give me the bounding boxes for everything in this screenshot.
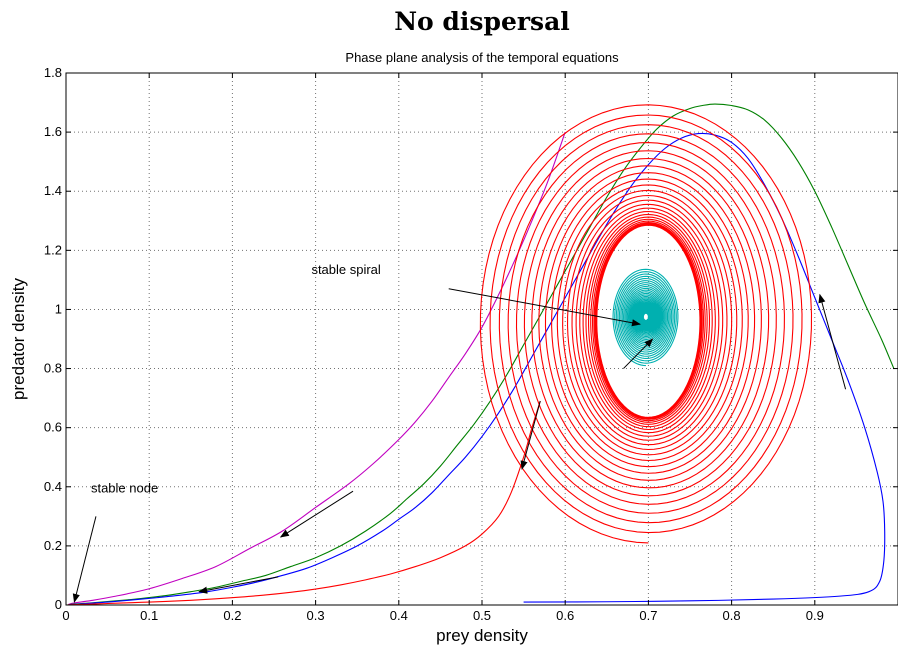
y-tick-label: 0.6 — [44, 420, 62, 435]
curves — [67, 103, 895, 605]
direction-arrow — [72, 516, 97, 603]
trajectory-green-1 — [68, 103, 895, 605]
trajectory-cyan-5 — [612, 268, 679, 367]
x-tick-label: 0.4 — [390, 608, 408, 623]
trajectory-red-4 — [479, 104, 813, 544]
x-tick-label: 0.5 — [473, 608, 491, 623]
x-axis-label: prey density — [436, 626, 528, 645]
y-tick-label: 1.8 — [44, 65, 62, 80]
x-tick-label: 0 — [62, 608, 69, 623]
trajectory-magenta-0 — [68, 131, 566, 605]
chart-subtitle: Phase plane analysis of the temporal equ… — [345, 50, 619, 65]
annotation-label: stable spiral — [311, 262, 380, 277]
x-tick-label: 0.7 — [639, 608, 657, 623]
trajectory-red-3 — [67, 400, 541, 605]
grid — [66, 73, 898, 605]
x-tick-label: 0.6 — [556, 608, 574, 623]
y-tick-label: 0 — [55, 597, 62, 612]
x-tick-label: 0.1 — [140, 608, 158, 623]
x-tick-label: 0.3 — [307, 608, 325, 623]
annotations: stable spiral stable node — [91, 262, 381, 496]
direction-arrow — [198, 576, 279, 594]
direction-arrow — [623, 338, 654, 369]
y-tick-label: 1 — [55, 301, 62, 316]
direction-arrow — [448, 288, 641, 327]
x-tick-label: 0.9 — [806, 608, 824, 623]
annotation-label: stable node — [91, 481, 158, 496]
arrows — [72, 288, 847, 603]
y-tick-label: 0.2 — [44, 538, 62, 553]
y-tick-label: 0.4 — [44, 479, 62, 494]
direction-arrow — [279, 490, 354, 538]
direction-arrow — [818, 293, 847, 390]
x-tick-label: 0.2 — [223, 608, 241, 623]
chart-title: No dispersal — [394, 7, 570, 36]
y-tick-label: 1.4 — [44, 183, 62, 198]
y-tick-label: 1.6 — [44, 124, 62, 139]
y-axis-label: predator density — [9, 278, 28, 400]
y-tick-label: 1.2 — [44, 242, 62, 257]
y-tick-label: 0.8 — [44, 361, 62, 376]
direction-arrow — [520, 400, 541, 470]
ticks: 0 0.1 0.2 0.3 0.4 0.5 0.6 0.7 0.8 0.9 0 0.2 0.4 0.6 0.… — [44, 65, 898, 623]
x-tick-label: 0.8 — [723, 608, 741, 623]
